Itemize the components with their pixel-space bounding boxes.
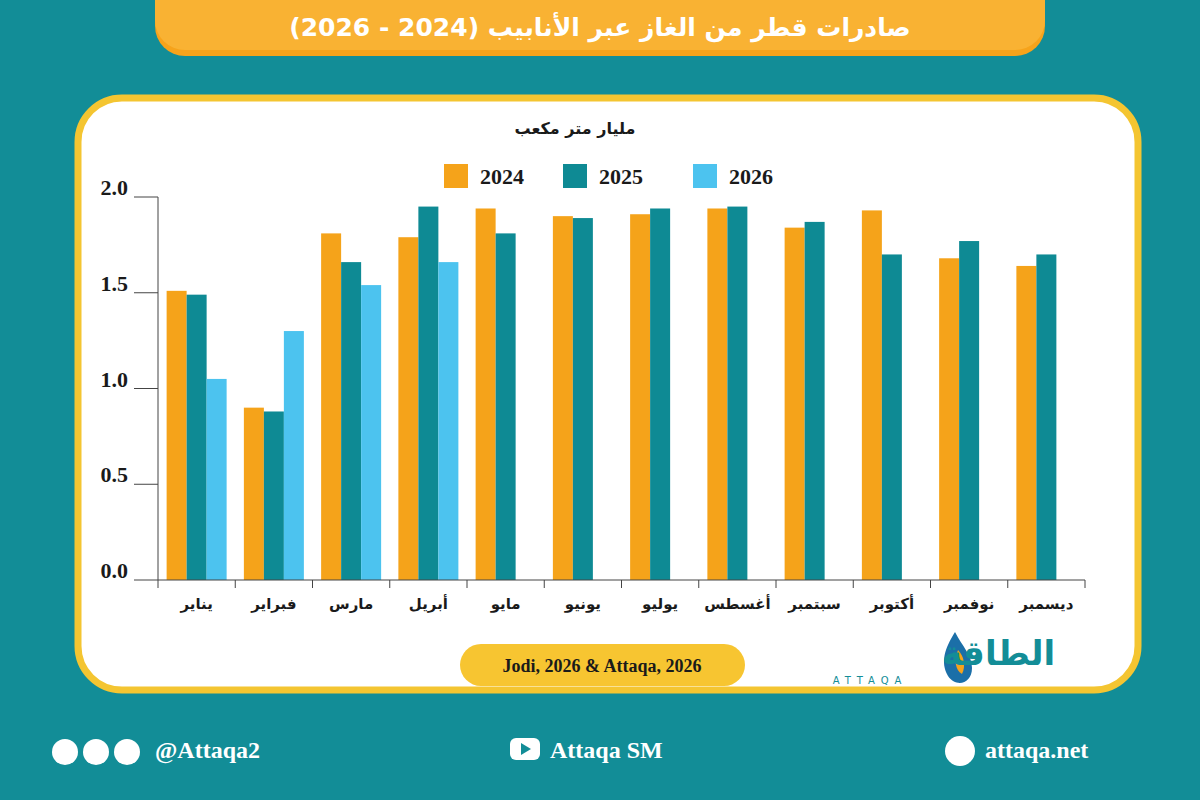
youtube-icon — [510, 738, 540, 760]
x-tick-label: سبتمبر — [787, 595, 841, 613]
bar — [418, 207, 438, 580]
x-separator — [1085, 580, 1086, 588]
y-tick — [134, 388, 158, 389]
title-bar — [155, 0, 1045, 56]
x-tick-label: يناير — [179, 595, 212, 613]
background — [0, 0, 1200, 800]
title-bar-inner — [155, 0, 1045, 50]
footer-handle: @Attaqa2 — [155, 737, 260, 764]
bar — [244, 408, 264, 580]
social-icon — [83, 739, 109, 765]
x-tick-label: نوفمبر — [943, 595, 994, 613]
legend-swatch — [444, 164, 468, 188]
bar — [1036, 254, 1056, 580]
logo-text: الطاقة — [942, 633, 1055, 673]
x-separator — [930, 580, 931, 588]
bar — [707, 208, 727, 580]
bar — [341, 262, 361, 580]
x-separator — [776, 580, 777, 588]
y-tick — [134, 197, 158, 198]
x-separator — [312, 580, 313, 588]
source-pill — [460, 644, 745, 686]
bar — [630, 214, 650, 580]
legend-label: 2025 — [599, 164, 643, 189]
bar — [1016, 266, 1036, 580]
bar — [187, 295, 207, 580]
x-separator — [389, 580, 390, 588]
x-separator — [158, 580, 159, 588]
x-tick-label: ديسمبر — [1018, 595, 1073, 613]
bar — [438, 262, 458, 580]
bar — [207, 379, 227, 580]
x-separator — [235, 580, 236, 588]
bar — [496, 233, 516, 580]
legend-label: 2026 — [729, 164, 773, 189]
social-icon — [114, 739, 140, 765]
legend-swatch — [563, 164, 587, 188]
x-tick-label: أبريل — [409, 594, 448, 613]
x-separator — [1007, 580, 1008, 588]
bar — [321, 233, 341, 580]
x-tick-label: مارس — [329, 595, 373, 613]
footer-youtube: Attaqa SM — [550, 737, 663, 763]
bar — [476, 208, 496, 580]
x-tick-label: أغسطس — [704, 594, 770, 613]
bar — [959, 241, 979, 580]
x-separator — [544, 580, 545, 588]
y-tick — [134, 580, 158, 581]
x-separator — [621, 580, 622, 588]
y-tick-label: 2.0 — [101, 175, 129, 200]
bar — [785, 228, 805, 580]
x-tick-label: يوليو — [641, 595, 678, 613]
x-tick-label: يونيو — [564, 595, 601, 613]
bar — [167, 291, 187, 580]
source: Jodi, 2026 & Attaqa, 2026 — [502, 656, 701, 676]
x-tick-label: مايو — [490, 595, 521, 613]
bar — [398, 237, 418, 580]
logo-subtext: ATTAQA — [833, 675, 908, 686]
x-separator — [853, 580, 854, 588]
social-icon — [52, 739, 78, 765]
y-tick-label: 1.0 — [101, 367, 129, 392]
bar — [650, 208, 670, 580]
x-tick-label: فبراير — [250, 595, 296, 613]
y-axis-title: مليار متر مكعب — [515, 119, 636, 138]
bar — [805, 222, 825, 580]
bar — [939, 258, 959, 580]
panel — [78, 98, 1138, 690]
youtube-play — [521, 743, 531, 755]
legend-swatch — [693, 164, 717, 188]
y-tick-label: 1.5 — [101, 271, 129, 296]
legend-label: 2024 — [480, 164, 524, 189]
bar — [882, 254, 902, 580]
bar — [284, 331, 304, 580]
x-separator — [698, 580, 699, 588]
y-tick-label: 0.0 — [101, 558, 129, 583]
x-tick-label: أكتوبر — [869, 594, 914, 613]
bar — [727, 207, 747, 580]
bar — [361, 285, 381, 580]
footer-web: attaqa.net — [985, 737, 1088, 763]
y-tick — [134, 292, 158, 293]
bar — [862, 210, 882, 580]
title: صادرات قطر من الغاز عبر الأنابيب (2024 -… — [289, 12, 910, 43]
web-icon — [945, 736, 975, 766]
y-axis — [158, 197, 159, 580]
bar — [264, 411, 284, 580]
bars — [167, 207, 1057, 580]
y-tick-label: 0.5 — [101, 462, 129, 487]
x-separator — [467, 580, 468, 588]
chart-root: صادرات قطر من الغاز عبر الأنابيب (2024 -… — [0, 0, 1200, 800]
bar — [573, 218, 593, 580]
y-tick — [134, 484, 158, 485]
bar — [553, 216, 573, 580]
